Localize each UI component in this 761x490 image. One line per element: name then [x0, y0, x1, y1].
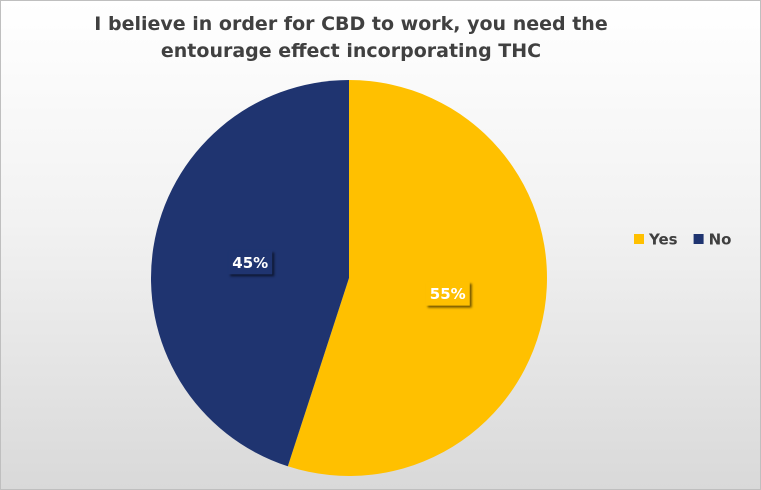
legend-swatch — [693, 234, 704, 244]
label-box — [425, 281, 470, 306]
chart-title: I believe in order for CBD to work, you … — [94, 13, 608, 62]
legend-label: Yes — [648, 231, 678, 249]
pie-slice — [287, 80, 547, 477]
label-box — [228, 250, 273, 275]
data-label: 45% — [232, 254, 268, 272]
legend-swatch — [634, 234, 644, 244]
legend-label: No — [709, 231, 732, 249]
data-label: 55% — [430, 285, 466, 303]
